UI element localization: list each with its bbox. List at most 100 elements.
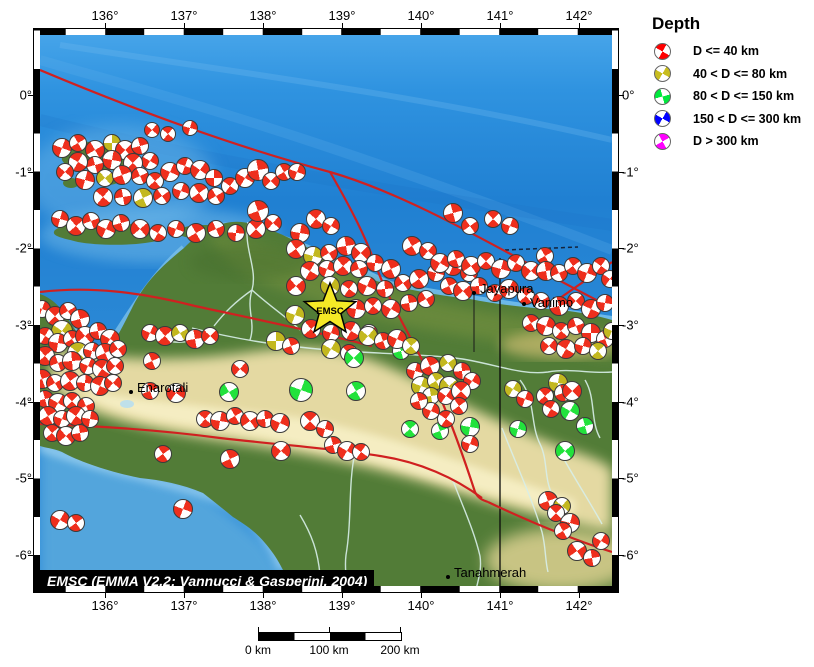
focal-mechanism-beachball[interactable] bbox=[154, 445, 172, 463]
focal-mechanism-beachball[interactable] bbox=[554, 522, 572, 540]
focal-mechanism-beachball[interactable] bbox=[67, 514, 85, 532]
focal-mechanism-beachball[interactable] bbox=[376, 280, 394, 298]
focal-mechanism-beachball[interactable] bbox=[560, 401, 580, 421]
focal-mechanism-beachball[interactable] bbox=[285, 305, 305, 325]
focal-mechanism-beachball[interactable] bbox=[133, 188, 153, 208]
focal-mechanism-beachball[interactable] bbox=[583, 549, 601, 567]
focal-mechanism-beachball[interactable] bbox=[542, 400, 560, 418]
city-label-vanimo: Vanimo bbox=[530, 295, 574, 310]
focal-mechanism-beachball[interactable] bbox=[322, 217, 340, 235]
axis-label-bottom-136°: 136° bbox=[91, 598, 119, 613]
focal-mechanism-beachball[interactable] bbox=[364, 297, 382, 315]
focal-mechanism-beachball[interactable] bbox=[149, 224, 167, 242]
focal-mechanism-beachball[interactable] bbox=[130, 219, 150, 239]
focal-mechanism-beachball[interactable] bbox=[592, 532, 610, 550]
focal-mechanism-beachball[interactable] bbox=[401, 420, 419, 438]
focal-mechanism-beachball[interactable] bbox=[207, 220, 225, 238]
focal-mechanism-beachball[interactable] bbox=[601, 270, 612, 288]
focal-mechanism-beachball[interactable] bbox=[143, 352, 161, 370]
axis-label-left-0°: 0° bbox=[19, 87, 32, 103]
focal-mechanism-beachball[interactable] bbox=[450, 397, 468, 415]
focal-mechanism-beachball[interactable] bbox=[270, 413, 290, 433]
focal-mechanism-beachball[interactable] bbox=[443, 203, 463, 223]
axis-tick-left bbox=[28, 477, 34, 479]
focal-mechanism-beachball[interactable] bbox=[576, 417, 594, 435]
focal-mechanism-beachball[interactable] bbox=[219, 382, 239, 402]
focal-mechanism-beachball[interactable] bbox=[344, 348, 364, 368]
focal-mechanism-beachball[interactable] bbox=[409, 269, 429, 289]
focal-mechanism-beachball[interactable] bbox=[264, 214, 282, 232]
focal-mechanism-beachball[interactable] bbox=[104, 374, 122, 392]
focal-mechanism-beachball[interactable] bbox=[182, 120, 198, 136]
focal-mechanism-beachball[interactable] bbox=[288, 163, 306, 181]
legend-entry-label: 150 < D <= 300 km bbox=[693, 111, 802, 126]
focal-mechanism-beachball[interactable] bbox=[93, 187, 113, 207]
focal-mechanism-beachball[interactable] bbox=[246, 219, 266, 239]
focal-mechanism-beachball[interactable] bbox=[144, 122, 160, 138]
focal-mechanism-beachball[interactable] bbox=[172, 182, 190, 200]
focal-mechanism-beachball[interactable] bbox=[189, 183, 209, 203]
focal-mechanism-beachball[interactable] bbox=[153, 187, 171, 205]
focal-mechanism-beachball[interactable] bbox=[286, 276, 306, 296]
focal-mechanism-beachball[interactable] bbox=[106, 357, 124, 375]
focal-mechanism-beachball[interactable] bbox=[141, 382, 159, 400]
focal-mechanism-beachball[interactable] bbox=[402, 337, 420, 355]
focal-mechanism-beachball[interactable] bbox=[381, 259, 401, 279]
axis-tick-bottom bbox=[578, 592, 580, 598]
focal-mechanism-beachball[interactable] bbox=[381, 299, 401, 319]
focal-mechanism-beachball[interactable] bbox=[227, 224, 245, 242]
focal-mechanism-beachball[interactable] bbox=[410, 392, 428, 410]
focal-mechanism-beachball[interactable] bbox=[173, 499, 193, 519]
focal-mechanism-beachball[interactable] bbox=[112, 214, 130, 232]
focal-mechanism-beachball[interactable] bbox=[112, 165, 132, 185]
focal-mechanism-beachball[interactable] bbox=[417, 290, 435, 308]
focal-mechanism-beachball[interactable] bbox=[81, 410, 99, 428]
focal-mechanism-beachball[interactable] bbox=[247, 200, 269, 222]
axis-label-right--6°: -6° bbox=[622, 547, 639, 563]
focal-mechanism-beachball[interactable] bbox=[282, 337, 300, 355]
focal-mechanism-beachball[interactable] bbox=[207, 187, 225, 205]
focal-mechanism-beachball[interactable] bbox=[461, 435, 479, 453]
focal-mechanism-beachball[interactable] bbox=[352, 443, 370, 461]
focal-mechanism-beachball[interactable] bbox=[131, 137, 149, 155]
focal-mechanism-beachball[interactable] bbox=[205, 169, 223, 187]
focal-mechanism-beachball[interactable] bbox=[589, 342, 607, 360]
focal-mechanism-beachball[interactable] bbox=[516, 390, 534, 408]
focal-mechanism-beachball[interactable] bbox=[271, 441, 291, 461]
focal-mechanism-beachball[interactable] bbox=[316, 420, 334, 438]
focal-mechanism-beachball[interactable] bbox=[166, 383, 186, 403]
focal-mechanism-beachball[interactable] bbox=[75, 170, 95, 190]
legend-beachball-icon bbox=[654, 42, 671, 60]
legend-rows: D <= 40 km 40 < D <= 80 km 80 < D <= 150 k… bbox=[650, 40, 810, 153]
focal-mechanism-beachball[interactable] bbox=[186, 223, 206, 243]
emsc-epicenter-star[interactable]: EMSC bbox=[300, 278, 360, 342]
map-frame-bottom bbox=[40, 586, 612, 592]
focal-mechanism-beachball[interactable] bbox=[562, 381, 582, 401]
focal-mechanism-beachball[interactable] bbox=[220, 449, 240, 469]
focal-mechanism-beachball[interactable] bbox=[167, 220, 185, 238]
focal-mechanism-beachball[interactable] bbox=[321, 339, 341, 359]
focal-mechanism-beachball[interactable] bbox=[422, 402, 440, 420]
focal-mechanism-beachball[interactable] bbox=[400, 294, 418, 312]
focal-mechanism-beachball[interactable] bbox=[71, 424, 89, 442]
focal-mechanism-beachball[interactable] bbox=[509, 420, 527, 438]
axis-tick-left bbox=[28, 171, 34, 173]
focal-mechanism-beachball[interactable] bbox=[357, 276, 377, 296]
focal-mechanism-beachball[interactable] bbox=[160, 126, 176, 142]
focal-mechanism-beachball[interactable] bbox=[346, 381, 366, 401]
focal-mechanism-beachball[interactable] bbox=[437, 410, 455, 428]
focal-mechanism-beachball[interactable] bbox=[56, 163, 74, 181]
focal-mechanism-beachball[interactable] bbox=[555, 441, 575, 461]
focal-mechanism-beachball[interactable] bbox=[289, 378, 313, 402]
focal-mechanism-beachball[interactable] bbox=[109, 340, 127, 358]
focal-mechanism-beachball[interactable] bbox=[114, 188, 132, 206]
focal-mechanism-beachball[interactable] bbox=[596, 294, 612, 312]
focal-mechanism-beachball[interactable] bbox=[460, 417, 480, 437]
focal-mechanism-beachball[interactable] bbox=[201, 327, 219, 345]
focal-mechanism-beachball[interactable] bbox=[556, 339, 576, 359]
focal-mechanism-beachball[interactable] bbox=[501, 217, 519, 235]
axis-label-top-136°: 136° bbox=[91, 8, 119, 23]
focal-mechanism-beachball[interactable] bbox=[461, 217, 479, 235]
focal-mechanism-beachball[interactable] bbox=[484, 210, 502, 228]
focal-mechanism-beachball[interactable] bbox=[231, 360, 249, 378]
